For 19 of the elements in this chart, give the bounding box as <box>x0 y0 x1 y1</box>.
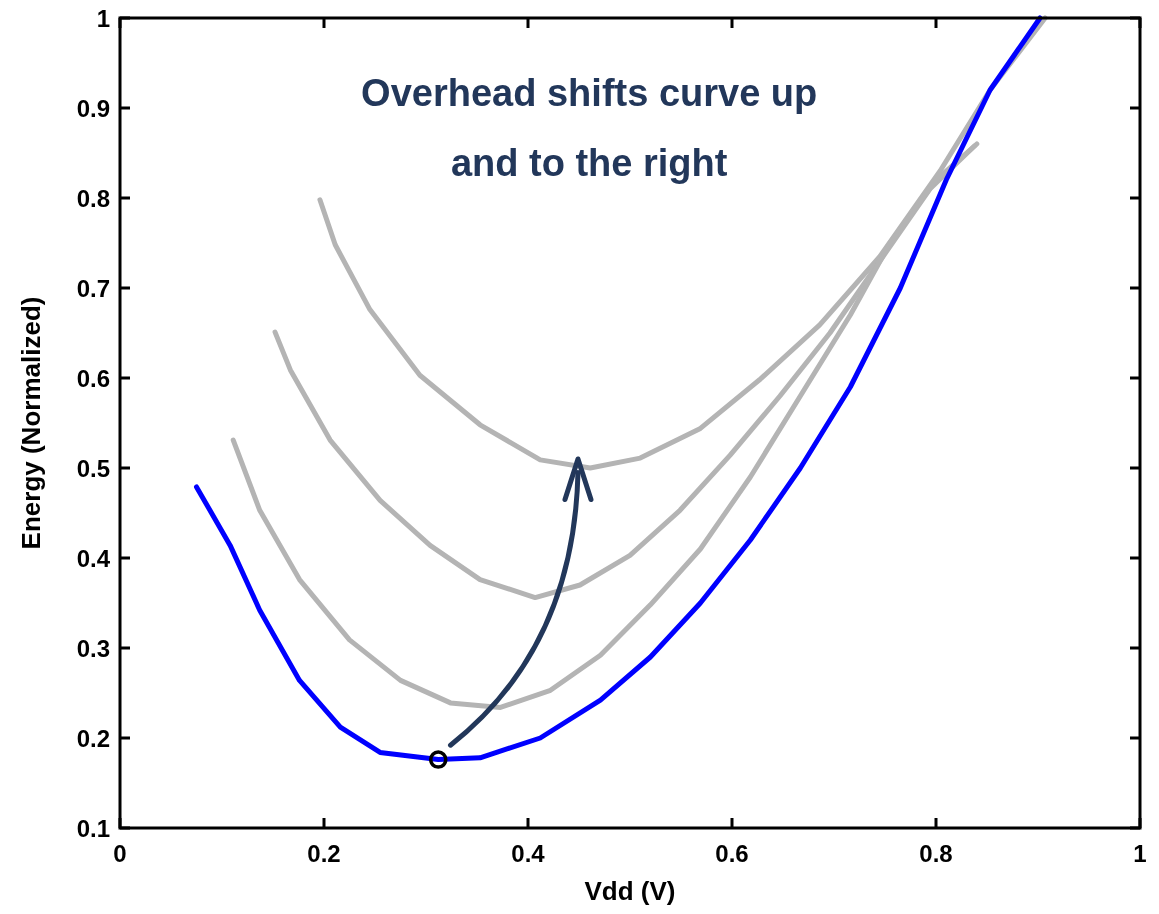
x-tick-label: 0.6 <box>715 840 749 867</box>
y-tick-label: 0.4 <box>76 545 111 572</box>
y-tick-label: 0.3 <box>76 635 110 662</box>
y-tick-label: 0.6 <box>76 365 110 392</box>
y-tick-label: 0.2 <box>76 725 110 752</box>
y-tick-label: 0.9 <box>76 95 110 122</box>
y-axis-title: Energy (Normalized) <box>16 296 46 550</box>
y-tick-label: 1 <box>96 5 110 32</box>
x-tick-label: 0 <box>113 840 127 867</box>
y-tick-label: 0.8 <box>76 185 110 212</box>
y-tick-label: 0.5 <box>76 455 110 482</box>
x-tick-label: 0.8 <box>919 840 953 867</box>
x-tick-label: 0.2 <box>307 840 341 867</box>
annotation: Overhead shifts curve up and to the right <box>361 72 818 184</box>
y-tick-label: 0.7 <box>76 275 110 302</box>
x-tick-label: 1 <box>1133 840 1147 867</box>
y-tick-label: 0.1 <box>76 815 110 842</box>
x-axis-title: Vdd (V) <box>584 876 676 906</box>
x-tick-label: 0.4 <box>511 840 546 867</box>
